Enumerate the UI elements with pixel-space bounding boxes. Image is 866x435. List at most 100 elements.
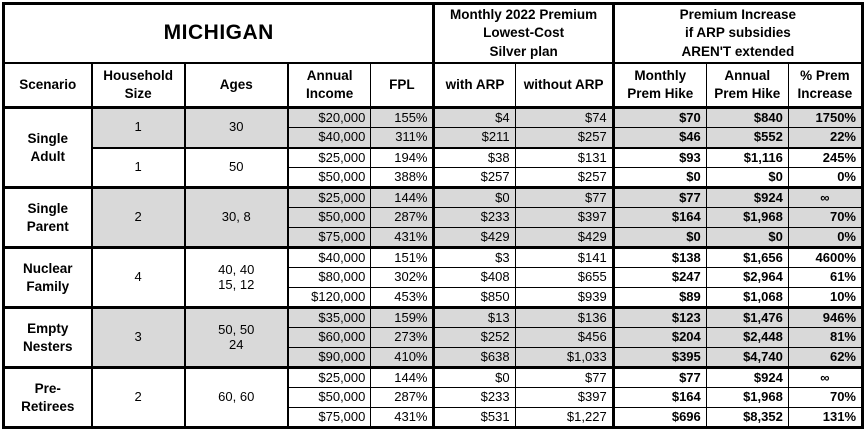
pct-prem-increase-cell: 81% <box>787 327 864 348</box>
fpl-cell: 144% <box>370 186 435 208</box>
annual-prem-hike-cell: $552 <box>705 127 789 148</box>
table-row: $75,000 431% $429 $429 $0 $0 0% <box>4 227 864 248</box>
annual-income-cell: $80,000 <box>286 267 372 288</box>
with-arp-cell: $211 <box>432 127 516 148</box>
table-row: $50,000 287% $233 $397 $164 $1,968 70% <box>4 207 864 228</box>
col-header-annual-income: Annual Income <box>286 62 372 109</box>
monthly-prem-hike-cell: $93 <box>611 146 707 168</box>
annual-income-cell: $25,000 <box>286 186 372 208</box>
fpl-cell: 431% <box>370 227 435 248</box>
state-title: MICHIGAN <box>2 3 435 64</box>
without-arp-cell: $397 <box>514 207 614 228</box>
annual-income-cell: $75,000 <box>286 227 372 248</box>
annual-prem-hike-cell: $1,968 <box>705 207 789 228</box>
without-arp-cell: $136 <box>514 306 614 328</box>
without-arp-cell: $456 <box>514 327 614 348</box>
col-header-pct-prem-increase: % Prem Increase <box>787 62 864 109</box>
household-size-cell: 1 <box>90 106 186 148</box>
scenario-cell: Pre- Retirees <box>2 366 93 428</box>
with-arp-cell: $429 <box>432 227 516 248</box>
col-header-household-size: Household Size <box>90 62 186 109</box>
without-arp-cell: $939 <box>514 287 614 308</box>
without-arp-cell: $397 <box>514 387 614 408</box>
annual-income-cell: $40,000 <box>286 246 372 268</box>
annual-income-cell: $120,000 <box>286 287 372 308</box>
table-row: $50,000 388% $257 $257 $0 $0 0% <box>4 167 864 188</box>
annual-income-cell: $50,000 <box>286 167 372 188</box>
with-arp-cell: $850 <box>432 287 516 308</box>
monthly-prem-hike-cell: $77 <box>611 186 707 208</box>
household-size-cell: 2 <box>90 366 186 428</box>
fpl-cell: 453% <box>370 287 435 308</box>
with-arp-cell: $0 <box>432 366 516 388</box>
ages-cell: 30 <box>183 106 289 148</box>
annual-income-cell: $25,000 <box>286 366 372 388</box>
annual-income-cell: $40,000 <box>286 127 372 148</box>
without-arp-cell: $77 <box>514 366 614 388</box>
fpl-cell: 194% <box>370 146 435 168</box>
table-row: $90,000 410% $638 $1,033 $395 $4,740 62% <box>4 347 864 368</box>
ages-cell: 50, 50 24 <box>183 306 289 368</box>
fpl-cell: 388% <box>370 167 435 188</box>
monthly-prem-hike-cell: $77 <box>611 366 707 388</box>
table-row: Nuclear Family 4 40, 40 15, 12 $40,000 151% $… <box>2 246 864 308</box>
annual-income-cell: $75,000 <box>286 407 372 428</box>
pct-prem-increase-cell: 946% <box>787 306 864 328</box>
fpl-cell: 302% <box>370 267 435 288</box>
monthly-prem-hike-cell: $89 <box>611 287 707 308</box>
col-header-fpl: FPL <box>370 62 435 109</box>
with-arp-cell: $638 <box>432 347 516 368</box>
table-row: Single Parent 2 30, 8 $25,000 144% $0 $77 $77 $9… <box>2 186 864 248</box>
pct-prem-increase-cell: ∞ <box>787 366 864 388</box>
table-row: Empty Nesters 3 50, 50 24 $35,000 159% $13 $13… <box>2 306 864 368</box>
table-row: $40,000 311% $211 $257 $46 $552 22% <box>4 127 864 148</box>
table-row: Single Adult 1 30 $20,000 155% $4 $74 $70 $840 17… <box>2 106 864 188</box>
with-arp-cell: $0 <box>432 186 516 208</box>
col-header-annual-prem-hike: Annual Prem Hike <box>705 62 789 109</box>
annual-prem-hike-cell: $924 <box>705 366 789 388</box>
pct-prem-increase-cell: 0% <box>787 227 864 248</box>
annual-prem-hike-cell: $840 <box>705 106 789 128</box>
pct-prem-increase-cell: 22% <box>787 127 864 148</box>
ages-cell: 30, 8 <box>183 186 289 248</box>
household-size-cell: 4 <box>90 246 186 308</box>
fpl-cell: 287% <box>370 207 435 228</box>
fpl-cell: 410% <box>370 347 435 368</box>
table-row: $50,000 287% $233 $397 $164 $1,968 70% <box>4 387 864 408</box>
annual-prem-hike-cell: $924 <box>705 186 789 208</box>
with-arp-cell: $4 <box>432 106 516 128</box>
annual-prem-hike-cell: $1,968 <box>705 387 789 408</box>
col-header-without-arp: without ARP <box>514 62 614 109</box>
monthly-prem-hike-cell: $247 <box>611 267 707 288</box>
fpl-cell: 311% <box>370 127 435 148</box>
col-header-scenario: Scenario <box>2 62 93 109</box>
fpl-cell: 431% <box>370 407 435 428</box>
without-arp-cell: $429 <box>514 227 614 248</box>
pct-prem-increase-cell: 70% <box>787 387 864 408</box>
with-arp-cell: $252 <box>432 327 516 348</box>
scenario-cell: Single Adult <box>2 106 93 188</box>
annual-prem-hike-cell: $0 <box>705 227 789 248</box>
monthly-prem-hike-cell: $0 <box>611 167 707 188</box>
table-row: $60,000 273% $252 $456 $204 $2,448 81% <box>4 327 864 348</box>
without-arp-cell: $257 <box>514 127 614 148</box>
col-header-ages: Ages <box>183 62 289 109</box>
table-body: Single Adult 1 30 $20,000 155% $4 $74 $70 $840 17… <box>2 106 864 428</box>
pct-prem-increase-cell: 4600% <box>787 246 864 268</box>
pct-prem-increase-cell: 10% <box>787 287 864 308</box>
with-arp-cell: $13 <box>432 306 516 328</box>
fpl-cell: 155% <box>370 106 435 128</box>
annual-prem-hike-cell: $2,448 <box>705 327 789 348</box>
annual-prem-hike-cell: $1,116 <box>705 146 789 168</box>
annual-income-cell: $20,000 <box>286 106 372 128</box>
table-row: $80,000 302% $408 $655 $247 $2,964 61% <box>4 267 864 288</box>
pct-prem-increase-cell: 61% <box>787 267 864 288</box>
fpl-cell: 151% <box>370 246 435 268</box>
without-arp-cell: $1,227 <box>514 407 614 428</box>
fpl-cell: 159% <box>370 306 435 328</box>
monthly-prem-hike-cell: $138 <box>611 246 707 268</box>
annual-income-cell: $25,000 <box>286 146 372 168</box>
annual-prem-hike-cell: $8,352 <box>705 407 789 428</box>
premium-group-header: Monthly 2022 Premium Lowest-Cost Silver … <box>432 3 614 64</box>
